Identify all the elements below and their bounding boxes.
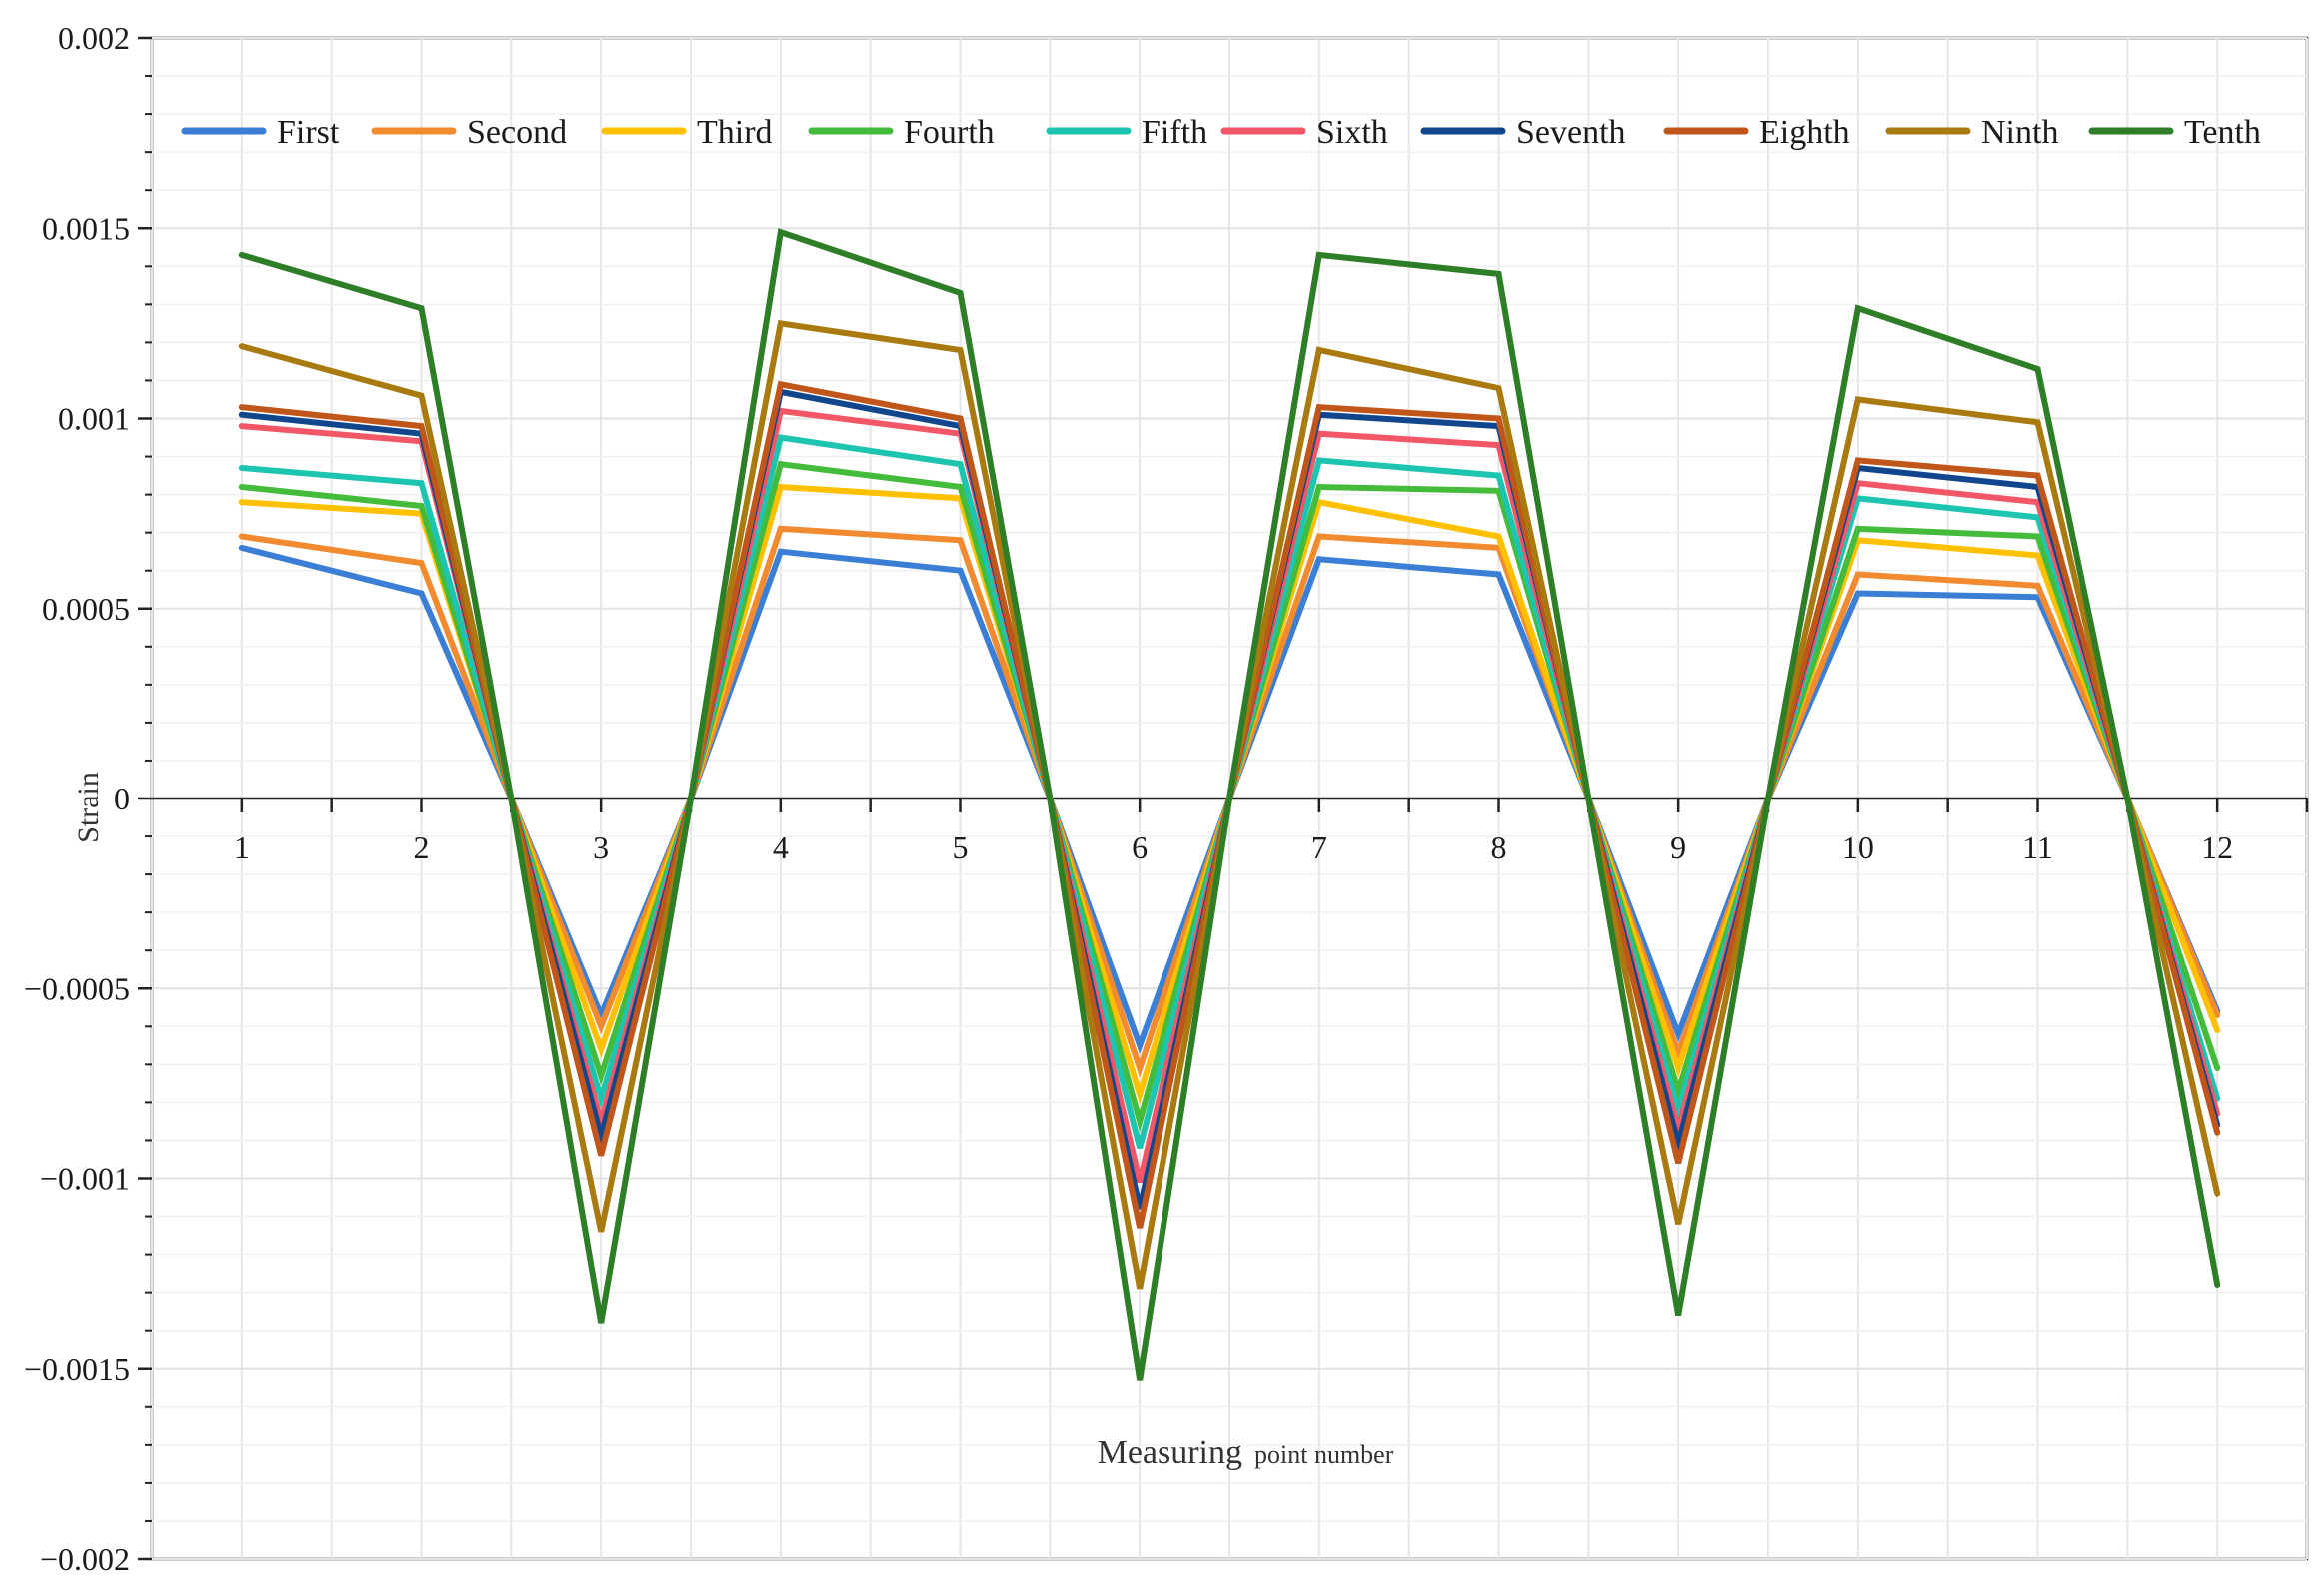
legend-label-first: First xyxy=(277,114,340,151)
x-tick-label: 5 xyxy=(953,829,969,865)
x-tick-label: 1 xyxy=(234,829,250,865)
y-tick-label: 0.002 xyxy=(58,20,130,56)
legend: First Second Third Fourth Fifth Sixth Seventh E… xyxy=(181,114,2261,151)
legend-label-second: Second xyxy=(467,114,567,151)
legend-label-third: Third xyxy=(697,114,773,151)
series-line-tenth xyxy=(238,228,2221,1381)
y-tick-label: −0.0005 xyxy=(24,970,130,1006)
axes: 0.002 0.0015 0.001 0.0005 0 −0.0005 −0.001 −0.0… xyxy=(24,20,2309,1577)
x-tick-label: 11 xyxy=(2022,829,2053,865)
legend-label-fifth: Fifth xyxy=(1142,114,1207,151)
series-lines xyxy=(238,228,2221,1381)
x-tick-label: 10 xyxy=(1842,829,1874,865)
y-tick-label: 0.001 xyxy=(58,401,130,437)
y-tick-label: −0.001 xyxy=(40,1161,130,1197)
x-tick-label: 12 xyxy=(2201,829,2233,865)
y-tick-label: 0 xyxy=(114,781,130,816)
x-tick-label: 2 xyxy=(414,829,430,865)
legend-label-fourth: Fourth xyxy=(904,114,995,151)
x-tick-label: 7 xyxy=(1311,829,1327,865)
x-tick-label: 9 xyxy=(1670,829,1686,865)
y-axis-title: Strain xyxy=(72,772,105,843)
x-tick-label: 6 xyxy=(1132,829,1148,865)
y-tick-label: −0.0015 xyxy=(24,1351,130,1387)
legend-label-sixth: Sixth xyxy=(1316,114,1388,151)
legend-label-tenth: Tenth xyxy=(2184,114,2261,151)
x-axis-title: Measuring point number xyxy=(1098,1434,1394,1471)
y-tick-label: 0.0005 xyxy=(42,591,130,627)
x-axis-title-main: Measuring xyxy=(1098,1434,1242,1471)
legend-label-seventh: Seventh xyxy=(1516,114,1626,151)
x-tick-label: 4 xyxy=(773,829,789,865)
legend-label-eighth: Eighth xyxy=(1759,114,1850,151)
x-axis-title-sub: point number xyxy=(1254,1440,1394,1469)
x-tick-label: 3 xyxy=(593,829,609,865)
legend-label-ninth: Ninth xyxy=(1981,114,2058,151)
x-tick-label: 8 xyxy=(1491,829,1507,865)
y-tick-label: −0.002 xyxy=(40,1541,130,1577)
y-tick-label: 0.0015 xyxy=(42,210,130,246)
